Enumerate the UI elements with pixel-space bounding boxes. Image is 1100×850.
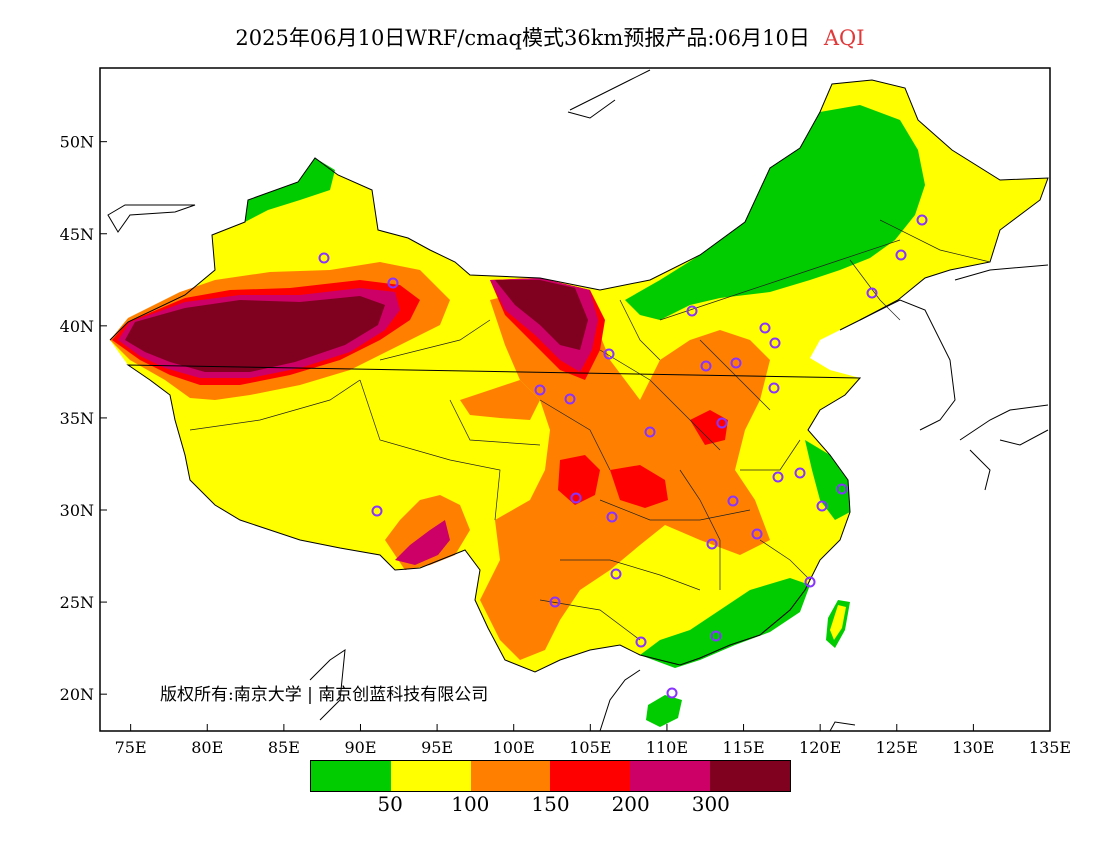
- legend-swatch: [470, 761, 551, 791]
- station-circle-icon: [318, 252, 330, 264]
- legend-swatch: [710, 761, 790, 791]
- lon-tick-label: 135E: [1029, 738, 1071, 757]
- lon-tick-label: 130E: [952, 738, 994, 757]
- china-border: [109, 79, 1049, 673]
- station-circle-icon: [371, 505, 383, 517]
- zone-orange-qinghai: [460, 380, 540, 420]
- station-circle-icon: [794, 467, 806, 479]
- zone-good-south: [640, 578, 810, 668]
- station-circle-icon: [751, 528, 763, 540]
- station-circle-icon: [772, 471, 784, 483]
- station-circle-icon: [610, 568, 622, 580]
- station-circle-icon: [603, 348, 615, 360]
- station-markers: [318, 214, 928, 699]
- title-main: 2025年06月10日WRF/cmaq模式36km预报产品:06月10日: [235, 26, 810, 50]
- lon-tick-label: 90E: [344, 738, 376, 757]
- hainan: [646, 695, 682, 727]
- station-circle-icon: [836, 483, 848, 495]
- neighbor-coastlines: [107, 69, 1049, 731]
- station-circle-icon: [769, 337, 781, 349]
- lon-tick-label: 125E: [876, 738, 918, 757]
- station-circle-icon: [730, 357, 742, 369]
- lat-tick-label: 20N: [60, 685, 94, 704]
- map-frame: [99, 67, 1051, 732]
- lon-tick-label: 100E: [493, 738, 535, 757]
- station-circle-icon: [916, 214, 928, 226]
- station-circle-icon: [759, 322, 771, 334]
- zone-hazard-badain: [495, 280, 588, 350]
- station-circle-icon: [564, 393, 576, 405]
- legend-label: 100: [451, 792, 490, 816]
- station-circle-icon: [716, 417, 728, 429]
- zone-hazard-taklimakan: [125, 296, 385, 372]
- zone-red-chongqing: [610, 465, 668, 508]
- zone-good-northwest: [245, 158, 335, 222]
- copyright-text: 版权所有:南京大学 | 南京创蓝科技有限公司: [160, 685, 489, 705]
- lat-tick-label: 40N: [60, 317, 94, 336]
- station-circle-icon: [549, 596, 561, 608]
- legend-swatch: [630, 761, 711, 791]
- lat-tick-label: 45N: [60, 225, 94, 244]
- lat-tick-label: 50N: [60, 133, 94, 152]
- station-circle-icon: [866, 287, 878, 299]
- station-circle-icon: [635, 636, 647, 648]
- lat-tick-label: 35N: [60, 409, 94, 428]
- station-circle-icon: [804, 576, 816, 588]
- lat-tick-label: 30N: [60, 501, 94, 520]
- station-circle-icon: [700, 360, 712, 372]
- station-circle-icon: [570, 492, 582, 504]
- map-layers: [107, 69, 1049, 731]
- zone-purple-tibet: [395, 520, 450, 565]
- lon-tick-label: 75E: [115, 738, 147, 757]
- legend-label: 50: [377, 792, 403, 816]
- station-circle-icon: [895, 249, 907, 261]
- zone-good-northeast: [625, 105, 925, 320]
- zone-red-hebei: [690, 410, 728, 445]
- aqi-legend-labels: 50 100 150 200 300: [0, 792, 1100, 822]
- lon-tick-label: 115E: [722, 738, 764, 757]
- title-variable: AQI: [823, 26, 865, 50]
- legend-label: 150: [531, 792, 570, 816]
- taiwan-yellow: [830, 605, 846, 640]
- station-circle-icon: [816, 500, 828, 512]
- station-circle-icon: [706, 538, 718, 550]
- legend-label: 200: [611, 792, 650, 816]
- station-circle-icon: [644, 426, 656, 438]
- aqi-legend-bar: [310, 760, 791, 792]
- lon-tick-label: 120E: [799, 738, 841, 757]
- station-circle-icon: [387, 277, 399, 289]
- zone-good-east: [805, 440, 850, 520]
- station-circle-icon: [727, 495, 739, 507]
- lon-tick-label: 95E: [421, 738, 453, 757]
- station-circle-icon: [606, 511, 618, 523]
- axis-ticks: 75E 80E 85E 90E 95E 100E 105E 110E 115E 120E 125E 1…: [60, 133, 1071, 757]
- lat-tick-label: 25N: [60, 593, 94, 612]
- station-circle-icon: [768, 382, 780, 394]
- station-circle-icon: [710, 630, 722, 642]
- station-circle-icon: [534, 384, 546, 396]
- legend-swatch: [311, 761, 391, 791]
- station-circle-icon: [686, 305, 698, 317]
- legend-swatch: [390, 761, 471, 791]
- lon-tick-label: 105E: [569, 738, 611, 757]
- lon-tick-label: 85E: [268, 738, 300, 757]
- legend-swatch: [550, 761, 631, 791]
- legend-label: 300: [691, 792, 730, 816]
- lon-tick-label: 110E: [646, 738, 688, 757]
- lon-tick-label: 80E: [191, 738, 223, 757]
- chart-title: 2025年06月10日WRF/cmaq模式36km预报产品:06月10日 AQI: [0, 22, 1100, 52]
- station-circle-icon: [666, 687, 678, 699]
- zone-red-sichuan: [558, 455, 600, 505]
